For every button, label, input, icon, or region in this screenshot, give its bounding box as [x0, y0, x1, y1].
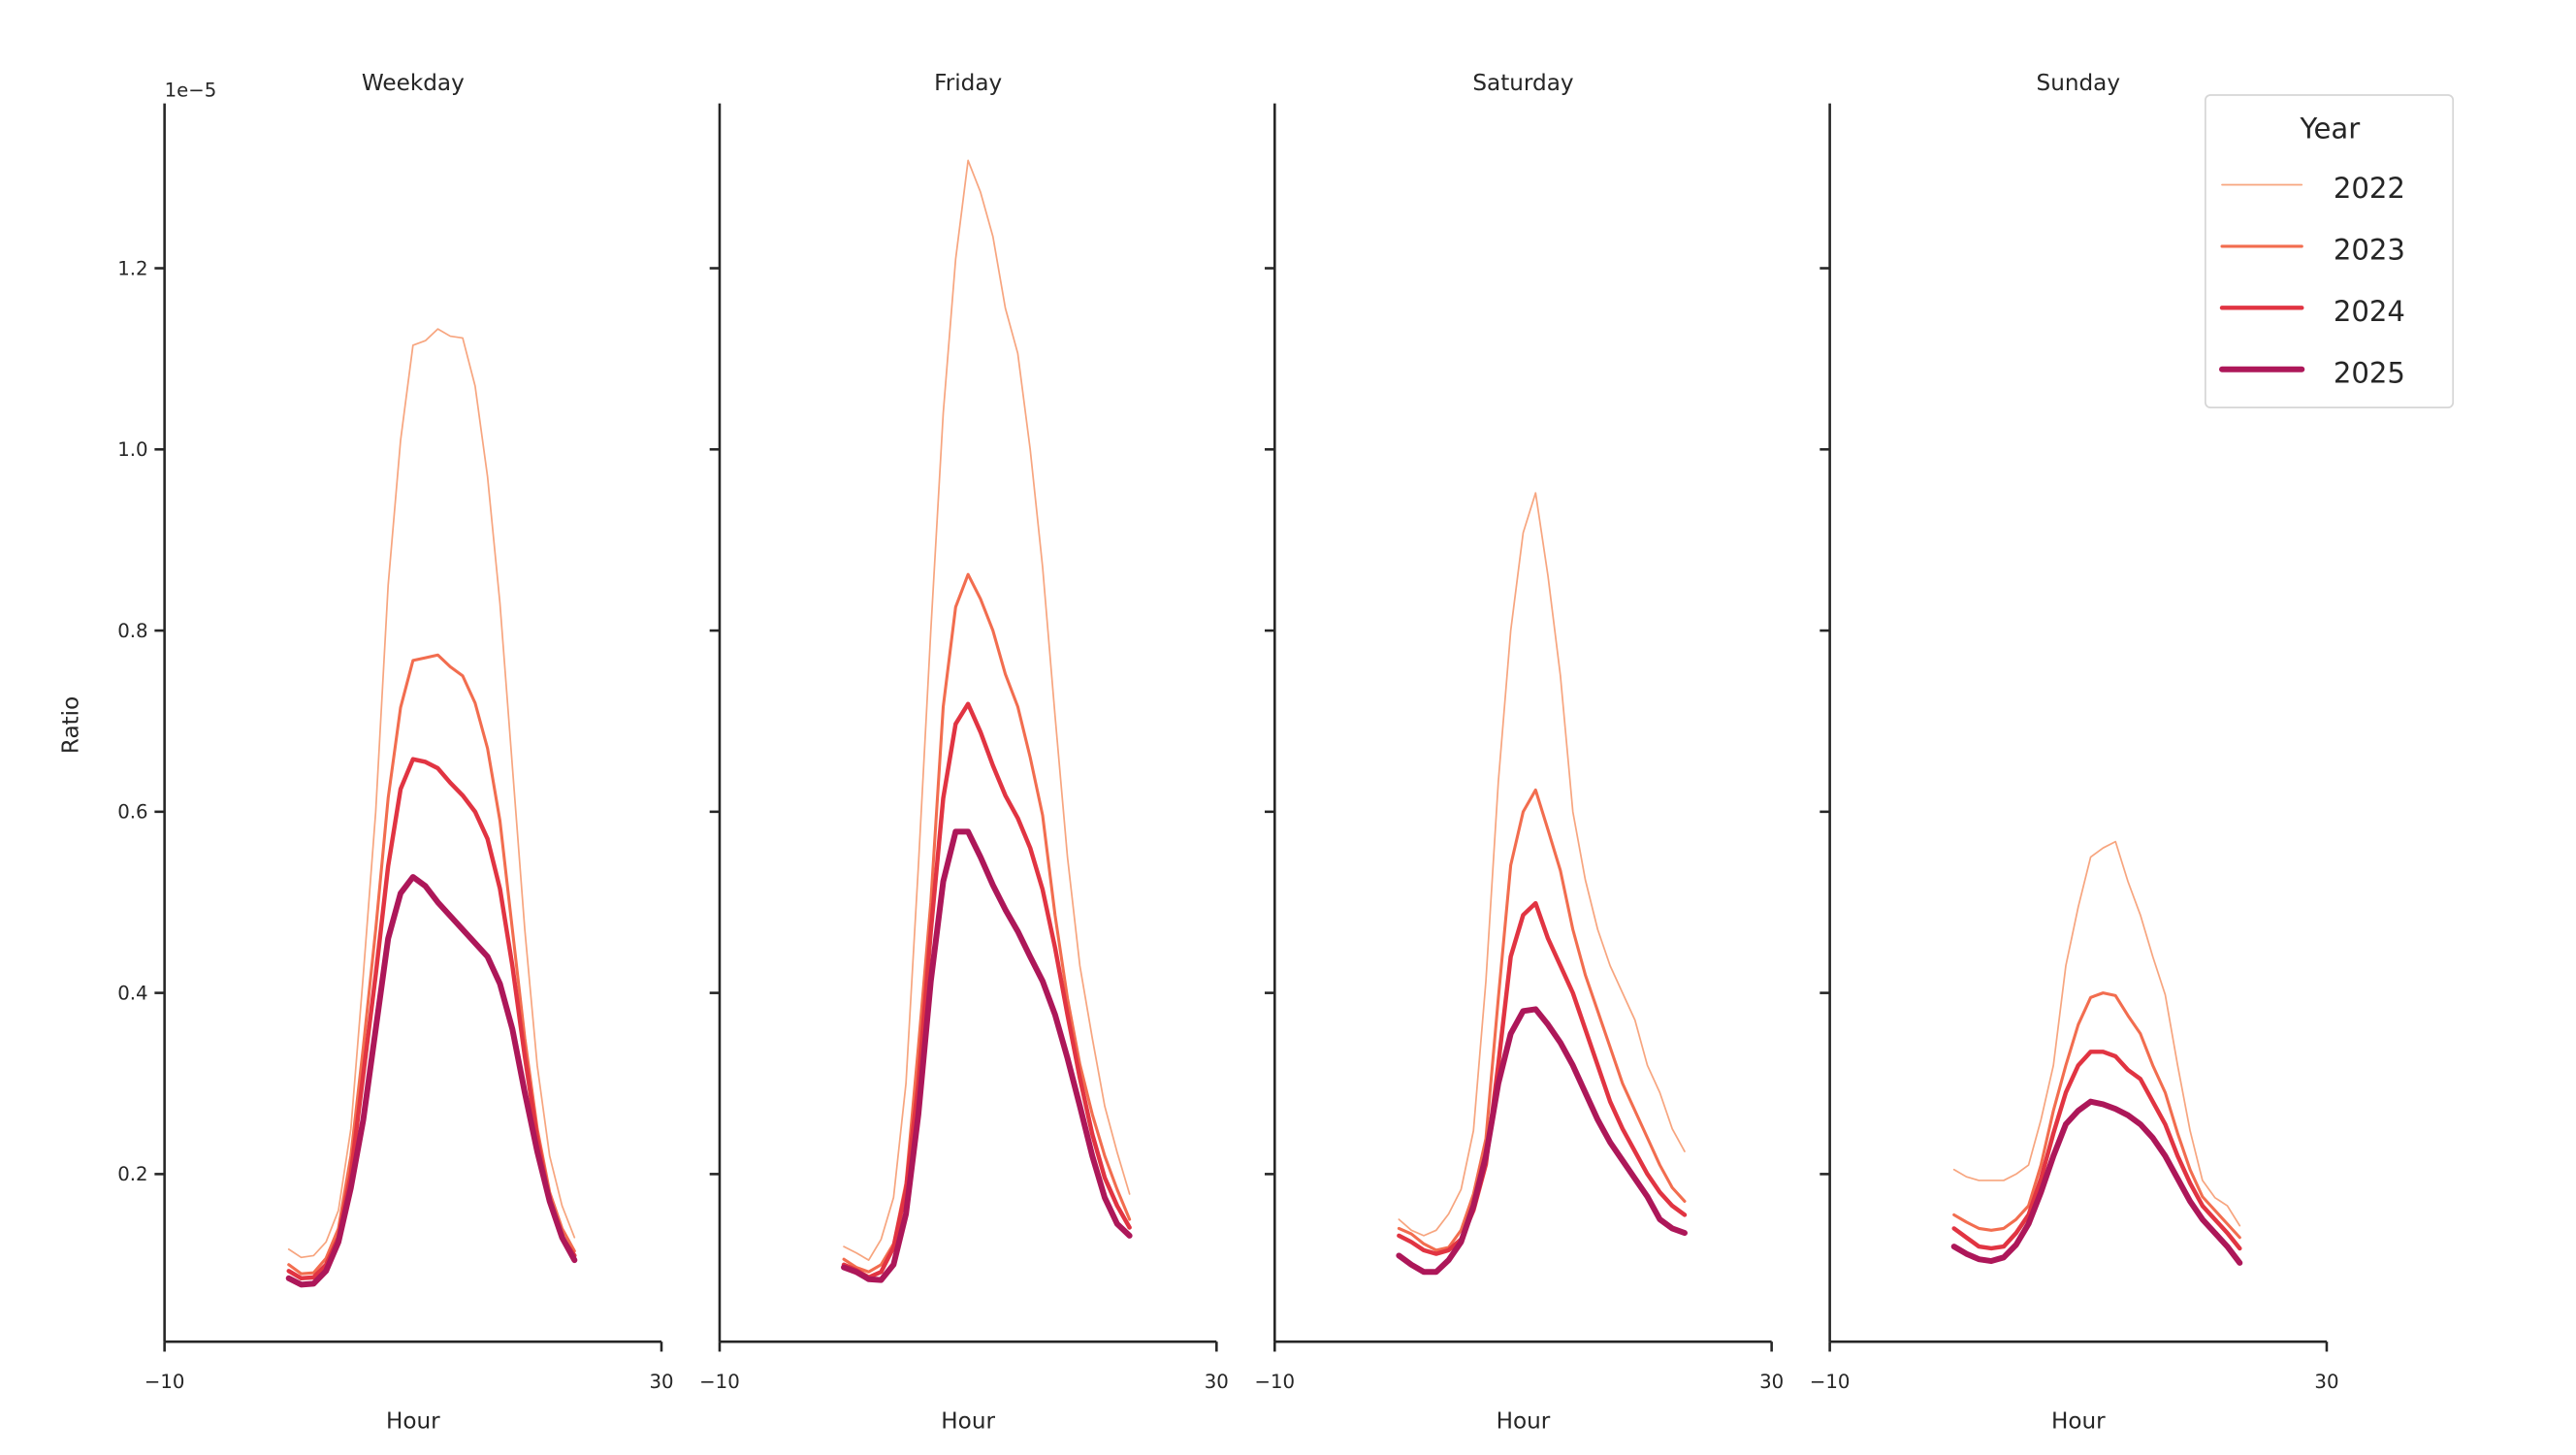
y-tick-label: 0.6: [117, 801, 147, 824]
x-tick-label: 30: [649, 1371, 673, 1393]
panel-weekday: Weekday 0.2 0.4 0.6 0.8 1.0 1.2 −10 30 Hour: [117, 71, 673, 1434]
y-tick-label: 1.0: [117, 438, 147, 461]
series-line-2025: [1396, 1006, 1688, 1276]
y-tick-label: 1.2: [117, 257, 147, 279]
series-line-2022: [287, 328, 576, 1259]
panel-title: Saturday: [1472, 71, 1573, 96]
y-tick-label: 0.2: [117, 1163, 147, 1185]
series-line-2023: [1397, 788, 1687, 1252]
panel-title: Sunday: [2037, 71, 2121, 96]
x-axis-title: Hour: [386, 1408, 440, 1434]
x-axis-title: Hour: [941, 1408, 995, 1434]
series-line-2024: [286, 757, 577, 1281]
x-tick-label: −10: [1810, 1371, 1851, 1393]
series-line-2025: [1950, 1098, 2243, 1266]
y-axis-title: Ratio: [59, 696, 84, 754]
x-axis-title: Hour: [1497, 1408, 1551, 1434]
x-tick-label: 30: [2314, 1371, 2338, 1393]
y-tick-label: 0.4: [117, 982, 147, 1004]
legend-label-2022: 2022: [2334, 172, 2405, 205]
series-line-2022: [843, 159, 1131, 1261]
series-line-2023: [287, 653, 576, 1276]
panel-friday: Friday −10 30 Hour: [699, 71, 1229, 1434]
panel-title: Weekday: [362, 71, 465, 96]
series-line-2022: [1952, 840, 2241, 1227]
series-line-2024: [1951, 1050, 2242, 1251]
x-tick-label: −10: [1255, 1371, 1296, 1393]
series-line-2023: [842, 572, 1132, 1274]
series-line-2023: [1952, 991, 2241, 1240]
x-tick-label: 30: [1759, 1371, 1784, 1393]
legend-label-2024: 2024: [2334, 295, 2405, 328]
legend-label-2023: 2023: [2334, 234, 2405, 267]
series-line-2024: [1397, 900, 1688, 1256]
x-axis-title: Hour: [2051, 1408, 2106, 1434]
y-tick-label: 0.8: [117, 620, 147, 642]
panel-sunday: Sunday −10 30 Hour: [1810, 71, 2339, 1434]
series-line-2022: [1398, 492, 1686, 1237]
legend-frame: [2205, 94, 2455, 408]
series-line-2025: [841, 828, 1133, 1283]
panel-title: Friday: [934, 71, 1002, 96]
y-offset-label: 1e−5: [165, 80, 217, 102]
x-tick-label: 30: [1205, 1371, 1229, 1393]
x-tick-label: −10: [145, 1371, 185, 1393]
series-line-2025: [285, 874, 578, 1288]
panel-saturday: Saturday −10 30 Hour: [1255, 71, 1785, 1434]
x-tick-label: −10: [699, 1371, 740, 1393]
series-line-2024: [841, 701, 1132, 1280]
legend-label-2025: 2025: [2334, 356, 2405, 389]
legend: Year 2022 2023 2024 2025: [2205, 94, 2455, 408]
legend-title: Year: [2300, 113, 2361, 146]
